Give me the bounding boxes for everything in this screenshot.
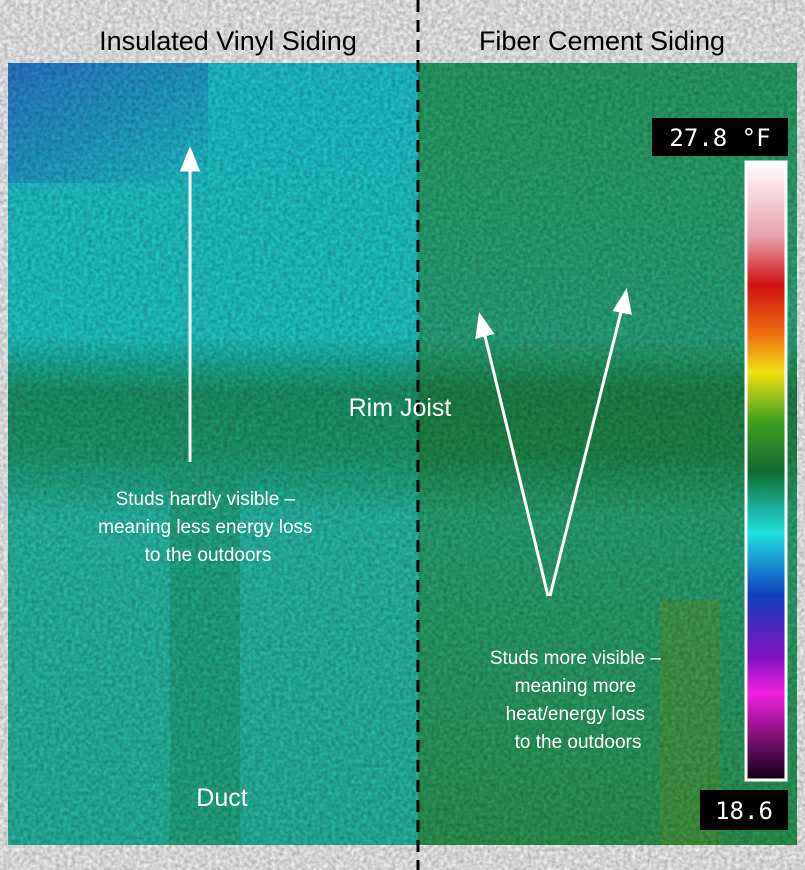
scale-min: 18.6 bbox=[715, 797, 773, 825]
note-line: Studs more visible – bbox=[490, 648, 662, 669]
note-line: heat/energy loss bbox=[506, 704, 645, 725]
color-scale: 27.8 °F 18.6 bbox=[652, 118, 788, 830]
note-line: to the outdoors bbox=[515, 732, 642, 753]
left-heading: Insulated Vinyl Siding bbox=[99, 26, 357, 56]
note-line: meaning less energy loss bbox=[98, 517, 312, 538]
right-note: Studs more visible – meaning more heat/e… bbox=[490, 648, 666, 753]
right-heading: Fiber Cement Siding bbox=[479, 26, 725, 56]
rim-joist-label: Rim Joist bbox=[349, 394, 452, 422]
arrows bbox=[179, 145, 632, 597]
left-note: Studs hardly visible – meaning less ener… bbox=[98, 489, 318, 566]
note-line: meaning more bbox=[515, 676, 636, 697]
thermal-image bbox=[8, 63, 797, 845]
note-line: Studs hardly visible – bbox=[116, 489, 296, 510]
note-line: to the outdoors bbox=[145, 545, 272, 566]
duct-label: Duct bbox=[196, 784, 247, 812]
scale-max: 27.8 °F bbox=[669, 124, 770, 152]
